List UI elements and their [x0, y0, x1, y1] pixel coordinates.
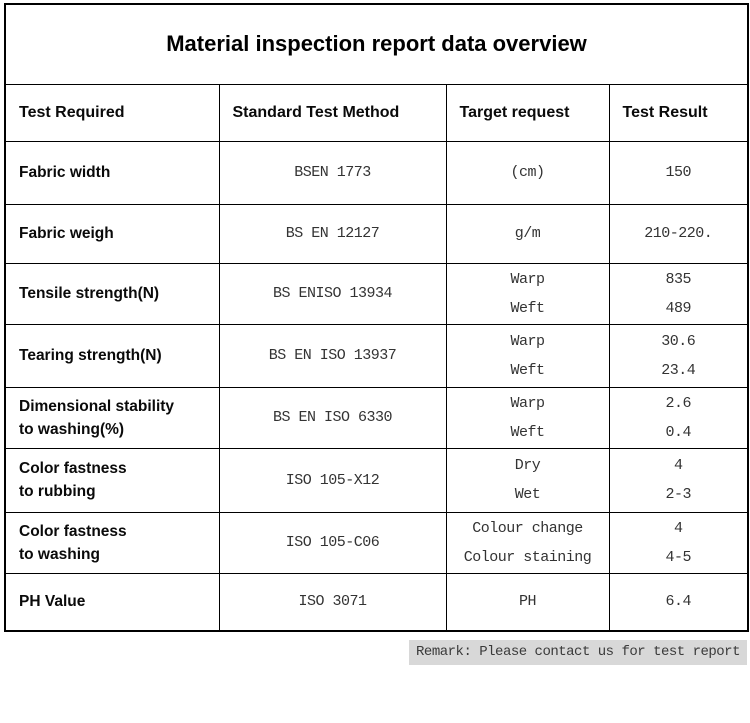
- column-header-target-request: Target request: [445, 83, 610, 142]
- test-result-cell: 150: [608, 140, 749, 205]
- table-row-fabric-width: Fabric width BSEN 1773 (cm) 150: [4, 140, 749, 205]
- cell-line: Weft: [510, 361, 545, 379]
- test-required-cell: Tensile strength(N): [4, 262, 220, 325]
- cell-line: 2.6: [665, 394, 692, 412]
- cell-line: 6.4: [665, 593, 692, 611]
- cell-line: 489: [665, 299, 692, 317]
- cell-line: Dimensional stability: [19, 397, 175, 415]
- remark-note: Remark: Please contact us for test repor…: [409, 640, 747, 665]
- table-row-dimensional-stability: Dimensional stability to washing(%) BS E…: [4, 386, 749, 449]
- column-header-test-result: Test Result: [608, 83, 749, 142]
- table-row-tensile-strength: Tensile strength(N) BS ENISO 13934 Warp …: [4, 262, 749, 325]
- cell-line: BS EN 12127: [285, 225, 380, 242]
- cell-line: (cm): [510, 164, 545, 181]
- cell-line: Colour change: [472, 519, 583, 537]
- cell-line: Tearing strength(N): [19, 347, 162, 364]
- cell-line: 2-3: [665, 486, 692, 503]
- cell-line: Color fastness: [19, 460, 127, 477]
- cell-line: ISO 3071: [298, 593, 367, 611]
- cell-line: Dry: [514, 457, 541, 474]
- standard-method-cell: BS ENISO 13934: [218, 262, 447, 325]
- cell-line: Tensile strength(N): [19, 285, 160, 302]
- target-request-cell: Dry Wet: [445, 447, 610, 513]
- target-request-cell: PH: [445, 572, 610, 632]
- table-row-color-fastness-washing: Color fastness to washing ISO 105-C06 Co…: [4, 511, 749, 574]
- header-row: Test Required Standard Test Method Targe…: [4, 83, 749, 142]
- cell-line: 30.6: [661, 332, 696, 350]
- cell-line: 4-5: [665, 548, 692, 566]
- cell-line: Warp: [510, 394, 545, 412]
- cell-line: Warp: [510, 270, 545, 288]
- test-result-cell: 4 2-3: [608, 447, 749, 513]
- test-required-cell: Fabric width: [4, 140, 220, 205]
- cell-line: ISO 105-C06: [285, 534, 380, 551]
- cell-line: PH: [518, 593, 537, 611]
- inspection-report-table: Material inspection report data overview…: [4, 3, 750, 632]
- test-result-cell: 210-220.: [608, 203, 749, 264]
- cell-line: 23.4: [661, 361, 696, 379]
- cell-line: Fabric weigh: [19, 225, 114, 242]
- target-request-cell: g/m: [445, 203, 610, 264]
- target-request-cell: Warp Weft: [445, 323, 610, 388]
- target-request-cell: Warp Weft: [445, 262, 610, 325]
- standard-method-cell: BS EN 12127: [218, 203, 447, 264]
- test-result-cell: 2.6 0.4: [608, 386, 749, 449]
- cell-line: Fabric width: [19, 164, 111, 181]
- cell-line: to washing: [19, 545, 100, 563]
- cell-line: g/m: [514, 225, 541, 242]
- table-row-fabric-weigh: Fabric weigh BS EN 12127 g/m 210-220.: [4, 203, 749, 264]
- cell-line: Color fastness: [19, 522, 127, 540]
- cell-line: 0.4: [665, 423, 692, 441]
- test-result-cell: 30.6 23.4: [608, 323, 749, 388]
- cell-line: 4: [674, 457, 683, 474]
- standard-method-cell: BSEN 1773: [218, 140, 447, 205]
- test-required-cell: Dimensional stability to washing(%): [4, 386, 220, 449]
- cell-line: 210-220.: [644, 225, 713, 242]
- test-required-cell: Color fastness to rubbing: [4, 447, 220, 513]
- cell-line: 835: [665, 270, 692, 288]
- cell-line: BSEN 1773: [294, 164, 371, 181]
- table-row-color-fastness-rubbing: Color fastness to rubbing ISO 105-X12 Dr…: [4, 447, 749, 513]
- test-required-cell: Fabric weigh: [4, 203, 220, 264]
- column-header-standard-test-method: Standard Test Method: [218, 83, 447, 142]
- cell-line: Weft: [510, 423, 545, 441]
- cell-line: ISO 105-X12: [285, 471, 380, 489]
- cell-line: Wet: [514, 486, 541, 503]
- cell-line: Weft: [510, 299, 545, 317]
- test-result-cell: 6.4: [608, 572, 749, 632]
- target-request-cell: (cm): [445, 140, 610, 205]
- cell-line: 4: [674, 519, 683, 537]
- standard-method-cell: BS EN ISO 6330: [218, 386, 447, 449]
- standard-method-cell: ISO 3071: [218, 572, 447, 632]
- cell-line: 150: [665, 164, 692, 181]
- standard-method-cell: BS EN ISO 13937: [218, 323, 447, 388]
- test-result-cell: 835 489: [608, 262, 749, 325]
- cell-line: BS EN ISO 6330: [272, 409, 393, 426]
- cell-line: to washing(%): [19, 420, 125, 438]
- page-title: Material inspection report data overview: [4, 3, 749, 85]
- test-result-cell: 4 4-5: [608, 511, 749, 574]
- cell-line: Colour staining: [463, 548, 592, 566]
- table-row-tearing-strength: Tearing strength(N) BS EN ISO 13937 Warp…: [4, 323, 749, 388]
- test-required-cell: Color fastness to washing: [4, 511, 220, 574]
- cell-line: BS EN ISO 13937: [268, 347, 397, 364]
- table-row-ph-value: PH Value ISO 3071 PH 6.4: [4, 572, 749, 632]
- target-request-cell: Warp Weft: [445, 386, 610, 449]
- target-request-cell: Colour change Colour staining: [445, 511, 610, 574]
- test-required-cell: Tearing strength(N): [4, 323, 220, 388]
- title-row: Material inspection report data overview: [4, 3, 749, 85]
- cell-line: PH Value: [19, 593, 86, 611]
- cell-line: to rubbing: [19, 483, 96, 500]
- column-header-test-required: Test Required: [4, 83, 220, 142]
- standard-method-cell: ISO 105-X12: [218, 447, 447, 513]
- cell-line: Warp: [510, 332, 545, 350]
- cell-line: BS ENISO 13934: [272, 285, 393, 302]
- standard-method-cell: ISO 105-C06: [218, 511, 447, 574]
- test-required-cell: PH Value: [4, 572, 220, 632]
